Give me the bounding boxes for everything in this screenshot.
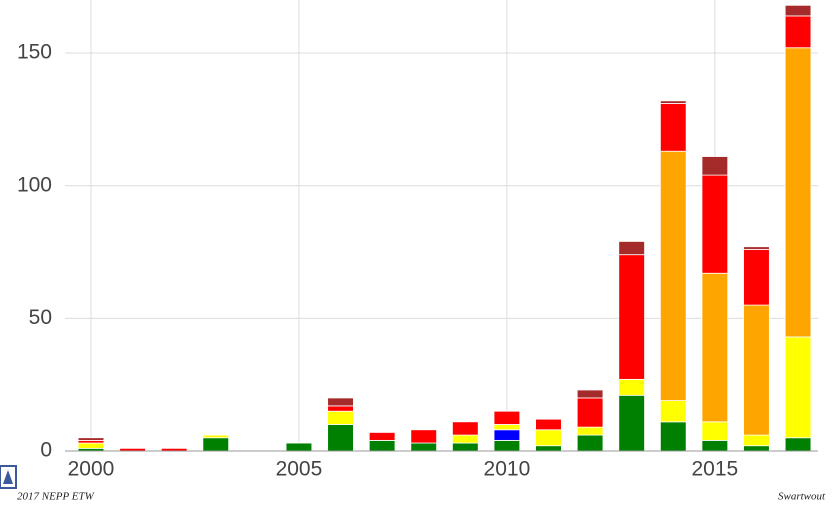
bar-segment xyxy=(410,429,438,444)
bar-segment xyxy=(784,47,812,338)
y-tick-label: 100 xyxy=(17,173,52,196)
bar-segment xyxy=(493,410,521,425)
x-tick-label: 2015 xyxy=(691,458,738,481)
bar-segment xyxy=(701,174,729,274)
bar-segment xyxy=(659,421,687,452)
bar-segment xyxy=(327,397,354,407)
bar-segment xyxy=(784,15,812,49)
bar-segment xyxy=(368,432,396,441)
bar-segment xyxy=(202,437,230,452)
bar-segment xyxy=(576,434,604,452)
bar-segment xyxy=(743,248,770,306)
x-tick-label: 2010 xyxy=(484,458,531,481)
bar-segment xyxy=(784,336,812,439)
footer-left: 2017 NEPP ETW xyxy=(17,491,95,503)
bar-segment xyxy=(618,394,645,452)
bar-segment xyxy=(535,429,562,447)
bar-segment xyxy=(701,156,729,176)
x-tick-label: 2005 xyxy=(276,458,323,481)
bar-segment xyxy=(659,150,687,401)
bar-segment xyxy=(618,241,645,256)
bar-segment xyxy=(327,405,354,412)
bar-segment xyxy=(784,4,812,17)
bar-segment xyxy=(368,439,396,452)
bar-segment xyxy=(701,421,729,441)
y-tick-label: 150 xyxy=(17,41,52,64)
y-tick-label: 50 xyxy=(29,306,52,329)
bar-segment xyxy=(784,437,812,452)
bar-segment xyxy=(576,426,604,436)
bar-segment xyxy=(77,442,105,449)
bar-segment xyxy=(618,378,645,396)
x-tick-label: 2000 xyxy=(68,458,115,481)
bar-segment xyxy=(701,272,729,423)
bar-segment xyxy=(743,246,770,250)
bar-segment xyxy=(452,442,479,452)
bar-segment xyxy=(743,304,770,436)
bar-segment xyxy=(618,254,645,380)
bar-segment xyxy=(743,445,770,452)
footer-right: Swartwout xyxy=(778,491,826,503)
bar-segment xyxy=(576,389,604,399)
bar-segment xyxy=(493,439,521,452)
bar-segment xyxy=(285,442,313,452)
bar-segment xyxy=(410,442,438,452)
bar-segment xyxy=(743,434,770,447)
bar-segment xyxy=(452,434,479,444)
bar-segment xyxy=(202,434,230,439)
bar-segment xyxy=(701,439,729,452)
bar-segment xyxy=(659,100,687,104)
logo xyxy=(0,465,17,489)
bar-segment xyxy=(327,424,354,452)
bar-segment xyxy=(535,445,562,452)
bar-segment xyxy=(576,397,604,428)
bar-segment xyxy=(493,429,521,441)
bar-segment xyxy=(77,437,105,441)
bar-segment xyxy=(535,418,562,431)
y-tick-label: 0 xyxy=(40,439,52,462)
bar-segment xyxy=(452,421,479,436)
bar-segment xyxy=(659,400,687,423)
bar-segment xyxy=(493,424,521,431)
bar-segment xyxy=(659,103,687,152)
bar-segment xyxy=(327,410,354,425)
